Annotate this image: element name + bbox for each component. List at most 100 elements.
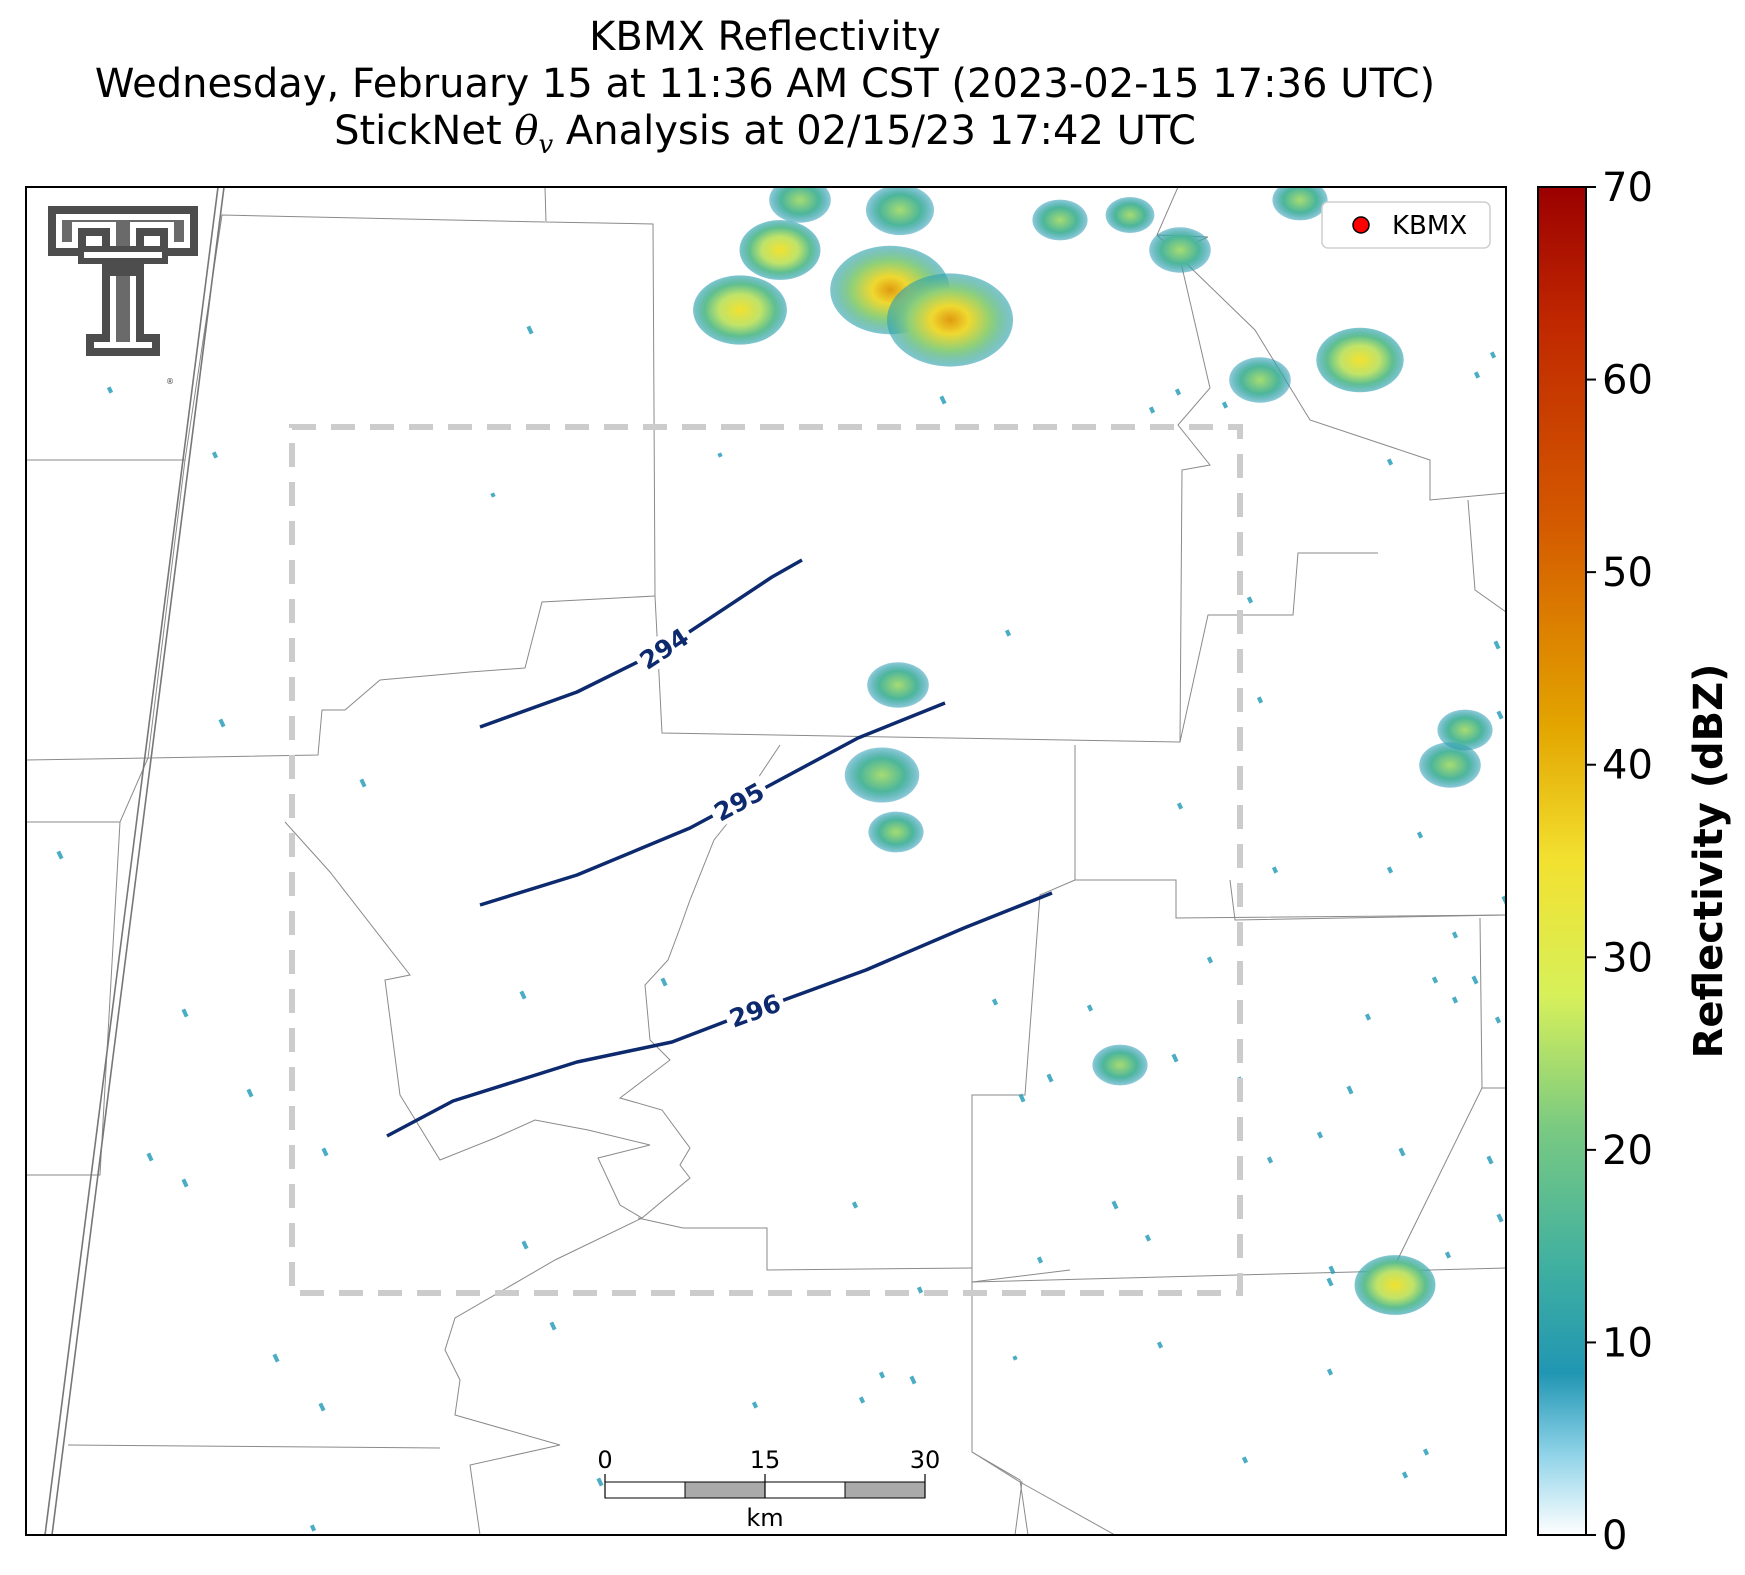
reflectivity-speck [1328,1265,1336,1275]
reflectivity-speck [56,850,64,860]
reflectivity-speck [211,451,219,459]
reflectivity-speck [1422,1448,1430,1456]
reflectivity-speck [1364,1013,1372,1021]
reflectivity-cell [739,220,821,280]
reflectivity-speck [1266,1156,1274,1164]
scale-label-30: 30 [910,1446,941,1474]
colorbar-label: Reflectivity (dBZ) [1686,664,1732,1059]
colorbar-tick-50: 50 [1602,550,1653,596]
reflectivity-speck [1036,1256,1044,1264]
reflectivity-speck [1431,976,1439,984]
reflectivity-speck [1256,696,1264,704]
reflectivity-speck [1451,931,1459,939]
reflectivity-cell [1105,196,1155,234]
reflectivity-cell [1437,709,1493,751]
theta-subscript: v [538,130,554,160]
reflectivity-speck [1144,1234,1152,1242]
reflectivity-speck [1401,1471,1409,1479]
reflectivity-speck [1271,866,1279,874]
reflectivity-speck [851,1201,859,1209]
map-frame [25,186,1507,1536]
legend-box [1321,201,1491,249]
reflectivity-cell [1354,1255,1436,1315]
reflectivity-speck [1046,1073,1054,1083]
reflectivity-speck [106,386,114,394]
reflectivity-speck [751,1401,759,1409]
reflectivity-cells [693,187,1493,1315]
reflectivity-cell [1316,327,1404,393]
reflectivity-speck [272,1353,280,1363]
colorbar-tick-0: 0 [1602,1513,1627,1559]
scale-bar-segment [684,1481,766,1499]
reflectivity-cell [769,187,831,223]
reflectivity-speck [1111,1200,1119,1210]
reflectivity-cell [1272,187,1328,221]
reflectivity-speck [1086,1004,1094,1012]
reflectivity-cell [868,811,924,853]
scale-label-15: 15 [750,1446,781,1474]
title-line-3: StickNet θv Analysis at 02/15/23 17:42 U… [0,108,1530,169]
county-boundaries [26,187,1506,1535]
title-line-3-suffix: Analysis at 02/15/23 17:42 UTC [553,108,1196,154]
reflectivity-speck [1018,1093,1026,1103]
reflectivity-cell [867,662,929,708]
colorbar: 0 10 20 30 40 50 60 70 Reflectivity (dBZ) [1537,165,1732,1559]
reflectivity-speck [1444,1251,1452,1259]
reflectivity-speck [1004,629,1012,637]
reflectivity-speck [1241,1456,1249,1464]
contour-label-296: 296 [726,988,785,1033]
colorbar-tick-20: 20 [1602,1128,1653,1174]
analysis-domain-box [289,424,1243,1296]
reflectivity-cell [693,275,787,345]
contour-line-294 [479,558,803,729]
reflectivity-speck [321,1147,329,1157]
reflectivity-speck [1148,406,1156,414]
reflectivity-speck [717,452,723,458]
legend-label: KBMX [1392,211,1467,241]
colorbar-tick-10: 10 [1602,1320,1653,1366]
reflectivity-cell [865,187,935,236]
reflectivity-cell [844,747,920,803]
contour-line-295 [479,701,946,907]
reflectivity-cell [1092,1044,1148,1086]
reflectivity-speck [146,1152,154,1162]
legend: KBMX [1321,201,1491,249]
reflectivity-speck [1386,866,1394,874]
reflectivity-speck [359,778,367,788]
scale-label-0: 0 [597,1446,612,1474]
reflectivity-speck [181,1178,189,1188]
scale-bar-segment [604,1481,686,1499]
reflectivity-specks [56,209,1506,1532]
colorbar-ticks: 0 10 20 30 40 50 60 70 [1586,165,1653,1559]
reflectivity-speck [549,1321,557,1331]
reflectivity-speck [1493,640,1501,650]
reflectivity-cell [886,273,1014,367]
colorbar-tick-70: 70 [1602,165,1653,211]
reflectivity-speck [309,1524,317,1532]
reflectivity-speck [1156,1341,1164,1349]
theta-symbol: θ [514,108,539,154]
colorbar-tick-60: 60 [1602,358,1653,404]
title-block: KBMX Reflectivity Wednesday, February 15… [0,14,1530,169]
reflectivity-speck [991,998,999,1006]
title-line-3-prefix: StickNet [334,108,515,154]
reflectivity-speck [1386,458,1394,466]
reflectivity-speck [1316,1131,1324,1139]
scale-bar: 0 15 30 km [597,1446,940,1532]
kbmx-marker-icon [1352,216,1370,234]
colorbar-tick-40: 40 [1602,743,1653,789]
reflectivity-speck [1176,802,1184,810]
reflectivity-speck [1451,996,1459,1004]
reflectivity-cell [1149,227,1211,273]
reflectivity-speck [1473,371,1481,379]
reflectivity-speck [1206,956,1214,964]
reflectivity-speck [1416,831,1424,839]
reflectivity-speck [218,718,226,728]
scale-bar-segment [844,1481,926,1499]
logo-mark: ® [166,377,174,386]
reflectivity-speck [1496,1213,1504,1223]
reflectivity-speck [660,977,668,987]
reflectivity-speck [1471,975,1479,985]
